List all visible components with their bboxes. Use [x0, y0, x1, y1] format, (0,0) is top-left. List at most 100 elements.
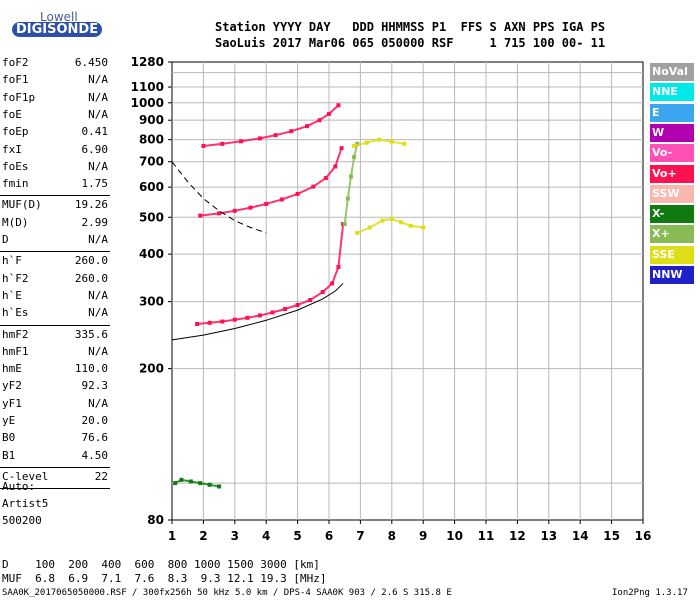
param-name: fmin — [2, 177, 29, 191]
param-row: fmin 1.75 — [2, 177, 108, 193]
legend-item: NoVal — [650, 63, 694, 81]
param-value: 22 — [94, 469, 108, 483]
x-tick-label: 16 — [635, 529, 652, 543]
y-tick-label: 1280 — [131, 55, 164, 69]
x-tick-label: 9 — [419, 529, 427, 543]
param-name: h`Es — [2, 306, 29, 320]
trace-line — [203, 104, 340, 147]
param-row: hmE 110.0 — [2, 362, 108, 378]
trace-line — [174, 478, 220, 488]
param-name: foE — [2, 107, 22, 121]
software-version: Ion2Png 1.3.17 — [612, 588, 688, 598]
param-row: yF1 N/A — [2, 397, 108, 413]
param-name: foF1 — [2, 73, 29, 87]
param-name: foF1p — [2, 90, 36, 104]
distance-row: D 100 200 400 600 800 1000 1500 3000 [km… — [2, 558, 320, 571]
param-row: M(D) 2.99 — [2, 216, 108, 232]
param-value: 260.0 — [74, 254, 108, 268]
param-value: N/A — [88, 233, 108, 246]
param-value: N/A — [88, 288, 108, 302]
param-value: 2.99 — [81, 215, 109, 229]
param-value: N/A — [88, 107, 108, 121]
trace-line — [343, 143, 359, 225]
legend-item: W — [650, 123, 694, 142]
trace-line — [200, 147, 343, 217]
param-name: M(D) — [2, 215, 29, 229]
param-row: foEs N/A — [2, 160, 108, 176]
param-row: B1 4.50 — [2, 449, 108, 465]
y-tick-label: 500 — [139, 210, 164, 224]
param-value: 76.6 — [81, 431, 109, 445]
param-name: foEs — [2, 159, 29, 173]
param-name: yF2 — [2, 379, 22, 393]
param-value: 20.0 — [81, 414, 109, 427]
param-row: foE N/A — [2, 108, 108, 124]
param-value: 335.6 — [74, 327, 108, 341]
digisonde-logo: DIGISONDE — [12, 22, 103, 37]
x-tick-label: 14 — [572, 529, 589, 543]
param-name: h`F — [2, 254, 22, 268]
param-name: yE — [2, 414, 16, 427]
trace-line — [353, 138, 405, 147]
param-row: yF2 92.3 — [2, 379, 108, 395]
param-name: B0 — [2, 431, 16, 445]
y-tick-label: 700 — [139, 155, 164, 169]
param-name: B1 — [2, 448, 16, 462]
param-value: 260.0 — [74, 271, 108, 285]
y-tick-label: 200 — [139, 362, 164, 376]
param-row: fxI 6.90 — [2, 143, 108, 159]
x-tick-label: 3 — [231, 529, 239, 543]
param-row: C-level 22 — [2, 470, 108, 486]
param-value: 6.450 — [74, 56, 108, 69]
x-tick-label: 8 — [388, 529, 396, 543]
param-name: h`F2 — [2, 271, 29, 285]
x-tick-label: 5 — [293, 529, 301, 543]
dashed-profile — [171, 161, 267, 234]
param-name: D — [2, 233, 9, 246]
param-name: hmE — [2, 362, 22, 376]
legend-item: X+ — [650, 225, 694, 244]
plot-frame — [171, 61, 644, 521]
param-value: 6.90 — [81, 142, 109, 156]
x-tick-label: 1 — [168, 529, 176, 543]
param-name: foF2 — [2, 56, 29, 69]
x-tick-label: 11 — [478, 529, 495, 543]
param-value: 110.0 — [74, 362, 108, 376]
y-tick-label: 600 — [139, 180, 164, 194]
param-row: h`F2 260.0 — [2, 272, 108, 288]
param-value: 92.3 — [81, 379, 109, 393]
x-tick-label: 4 — [262, 529, 270, 543]
legend-item: E — [650, 103, 694, 122]
x-tick-label: 6 — [325, 529, 333, 543]
param-value: N/A — [88, 306, 108, 320]
electron-density-profile — [171, 283, 344, 341]
x-tick-label: 12 — [509, 529, 526, 543]
y-tick-label: 800 — [139, 133, 164, 147]
param-name: hmF1 — [2, 344, 29, 358]
param-separator — [0, 466, 110, 468]
param-row: B0 76.6 — [2, 431, 108, 447]
param-name: MUF(D) — [2, 198, 42, 212]
param-value: N/A — [88, 344, 108, 358]
x-tick-label: 15 — [603, 529, 620, 543]
y-tick-label: 1000 — [131, 96, 164, 110]
param-row: foF1 N/A — [2, 73, 108, 89]
param-row: MUF(D) 19.26 — [2, 198, 108, 214]
x-tick-label: 10 — [446, 529, 463, 543]
legend-item: NNW — [650, 266, 694, 284]
y-tick-label: 300 — [139, 295, 164, 309]
param-row: hmF1 N/A — [2, 345, 108, 361]
param-row: h`Es N/A — [2, 306, 108, 322]
param-value: N/A — [88, 396, 108, 410]
param-separator — [0, 251, 110, 253]
param-separator — [0, 324, 110, 326]
param-value: 0.41 — [81, 125, 109, 139]
param-row: foEp 0.41 — [2, 125, 108, 141]
header-row-1: Station YYYY DAY DDD HHMMSS P1 FFS S AXN… — [215, 20, 606, 34]
param-row: hmF2 335.6 — [2, 328, 108, 344]
param-row: yE 20.0 — [2, 414, 108, 430]
param-row: D N/A — [2, 233, 108, 249]
lowell-logo-text: Lowell — [40, 10, 78, 24]
file-info-line: SAA0K_2017065050000.RSF / 300fx256h 50 k… — [2, 588, 452, 598]
